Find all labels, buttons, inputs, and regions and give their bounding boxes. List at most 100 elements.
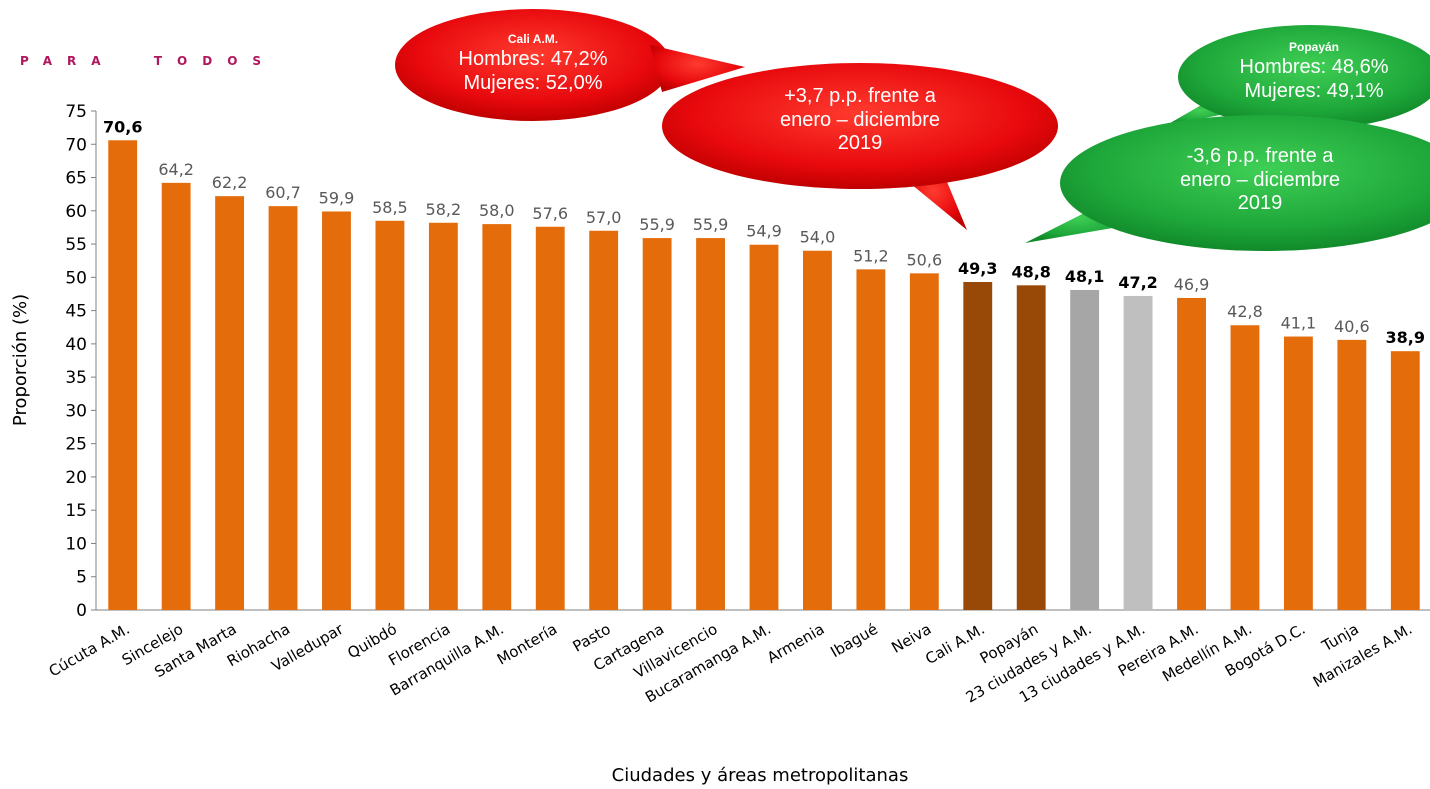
y-tick-label: 55 xyxy=(65,235,87,255)
value-label: 64,2 xyxy=(158,160,194,179)
bar xyxy=(1177,297,1206,610)
bar xyxy=(1070,289,1100,610)
callout-popayan-change xyxy=(1025,115,1430,251)
brand-tagline: PARA TODOS xyxy=(20,54,277,68)
bar xyxy=(856,269,886,610)
y-tick-label: 35 xyxy=(65,368,87,388)
y-tick-label: 5 xyxy=(76,568,87,588)
x-tick-label: Manizales A.M. xyxy=(1310,620,1415,691)
bar xyxy=(642,238,672,610)
value-label: 46,9 xyxy=(1174,275,1210,294)
y-tick-label: 20 xyxy=(65,468,87,488)
callout-cali-change-line-3: 2019 xyxy=(837,132,883,155)
bar xyxy=(1016,285,1046,610)
value-label: 57,6 xyxy=(532,204,568,223)
bar-series xyxy=(108,140,1420,611)
value-label: 58,0 xyxy=(479,201,515,220)
callout-popayan-change-line-1: -3,6 p.p. frente a xyxy=(1186,145,1334,167)
y-tick-label: 30 xyxy=(65,401,87,421)
x-tick-label: Ibagué xyxy=(827,620,881,661)
value-label: 60,7 xyxy=(265,183,301,202)
value-label: 70,6 xyxy=(103,117,142,136)
y-tick-label: 0 xyxy=(76,601,87,621)
bar xyxy=(108,140,138,611)
callout-cali-change xyxy=(662,63,1058,230)
value-label: 38,9 xyxy=(1386,328,1425,347)
value-label: 58,2 xyxy=(426,200,462,219)
y-tick-label: 10 xyxy=(65,534,87,554)
y-tick-label: 75 xyxy=(65,102,87,122)
x-tick-label: Cúcuta A.M. xyxy=(46,620,133,681)
y-tick-label: 65 xyxy=(65,169,87,189)
value-label: 47,2 xyxy=(1118,273,1157,292)
bar xyxy=(1230,325,1260,610)
callout-popayan-sex-line-1: Hombres: 48,6% xyxy=(1239,56,1389,79)
callout-popayan-change-text: -3,6 p.p. frente a enero – diciembre 201… xyxy=(1110,145,1410,216)
callout-cali-sex-text: Cali A.M. Hombres: 47,2% Mujeres: 52,0% xyxy=(420,32,646,95)
value-label: 48,8 xyxy=(1011,262,1050,281)
value-label: 51,2 xyxy=(853,246,889,265)
value-label: 40,6 xyxy=(1334,317,1370,336)
callout-cali-sex-title: Cali A.M. xyxy=(507,32,559,46)
value-label: 54,0 xyxy=(800,228,836,247)
callout-cali-sex xyxy=(395,9,745,121)
callout-popayan-change-line-3: 2019 xyxy=(1237,192,1283,215)
bar xyxy=(268,206,298,610)
value-label: 42,8 xyxy=(1227,302,1263,321)
bar xyxy=(375,220,405,610)
callout-cali-change-line-2: enero – diciembre xyxy=(779,108,941,131)
y-axis-ticks: 0 5 10 15 20 25 30 35 40 45 50 55 60 65 70 75 xyxy=(65,102,96,621)
bar xyxy=(1283,336,1313,610)
bar xyxy=(322,211,351,610)
x-axis-title: Ciudades y áreas metropolitanas xyxy=(612,765,909,786)
value-label: 58,5 xyxy=(372,198,408,217)
x-tick-label: Montería xyxy=(494,620,560,669)
bar xyxy=(428,222,458,610)
value-label: 48,1 xyxy=(1065,267,1104,286)
callout-cali-change-line-1: +3,7 p.p. frente a xyxy=(784,85,936,107)
bar xyxy=(482,224,512,610)
bar xyxy=(1390,351,1420,610)
value-label: 54,9 xyxy=(746,222,782,241)
bar xyxy=(749,244,779,610)
y-tick-label: 45 xyxy=(65,302,87,322)
value-label: 59,9 xyxy=(319,188,355,207)
callout-popayan-sex-text: Popayán Hombres: 48,6% Mujeres: 49,1% xyxy=(1200,40,1428,103)
value-labels: 70,6 64,2 62,2 60,7 59,9 58,5 58,2 58,0 57,6 57,0… xyxy=(103,117,1425,347)
y-tick-label: 25 xyxy=(65,435,87,455)
value-label: 49,3 xyxy=(958,259,997,278)
callout-popayan-sex-line-2: Mujeres: 49,1% xyxy=(1244,79,1384,102)
value-label: 57,0 xyxy=(586,208,622,227)
bar xyxy=(535,226,565,610)
callout-popayan-change-line-2: enero – diciembre xyxy=(1179,168,1341,191)
value-label: 50,6 xyxy=(907,250,943,269)
value-label: 62,2 xyxy=(212,173,248,192)
x-tick-label: Cali A.M. xyxy=(922,620,988,668)
bar xyxy=(589,230,619,610)
bar xyxy=(803,250,832,610)
y-axis-title: Proporción (%) xyxy=(10,294,31,426)
callout-popayan-sex xyxy=(1165,25,1430,129)
callout-popayan-sex-title: Popayán xyxy=(1288,40,1339,54)
y-tick-label: 60 xyxy=(65,202,87,222)
value-label: 41,1 xyxy=(1281,314,1317,333)
y-tick-label: 70 xyxy=(65,135,87,155)
bar xyxy=(1123,295,1153,610)
value-label: 55,9 xyxy=(693,215,729,234)
x-tick-label: Armenia xyxy=(764,620,827,667)
bar xyxy=(215,196,245,611)
value-label: 55,9 xyxy=(639,215,675,234)
y-tick-label: 50 xyxy=(65,268,87,288)
bar xyxy=(963,281,993,610)
bar xyxy=(1337,339,1367,610)
bar xyxy=(161,182,191,610)
y-tick-label: 15 xyxy=(65,501,87,521)
callout-cali-sex-line-1: Hombres: 47,2% xyxy=(458,48,608,71)
callout-cali-sex-line-2: Mujeres: 52,0% xyxy=(463,71,603,94)
bar xyxy=(909,273,939,610)
bar xyxy=(696,238,725,610)
callout-cali-change-text: +3,7 p.p. frente a enero – diciembre 201… xyxy=(700,85,1020,156)
y-tick-label: 40 xyxy=(65,335,87,355)
